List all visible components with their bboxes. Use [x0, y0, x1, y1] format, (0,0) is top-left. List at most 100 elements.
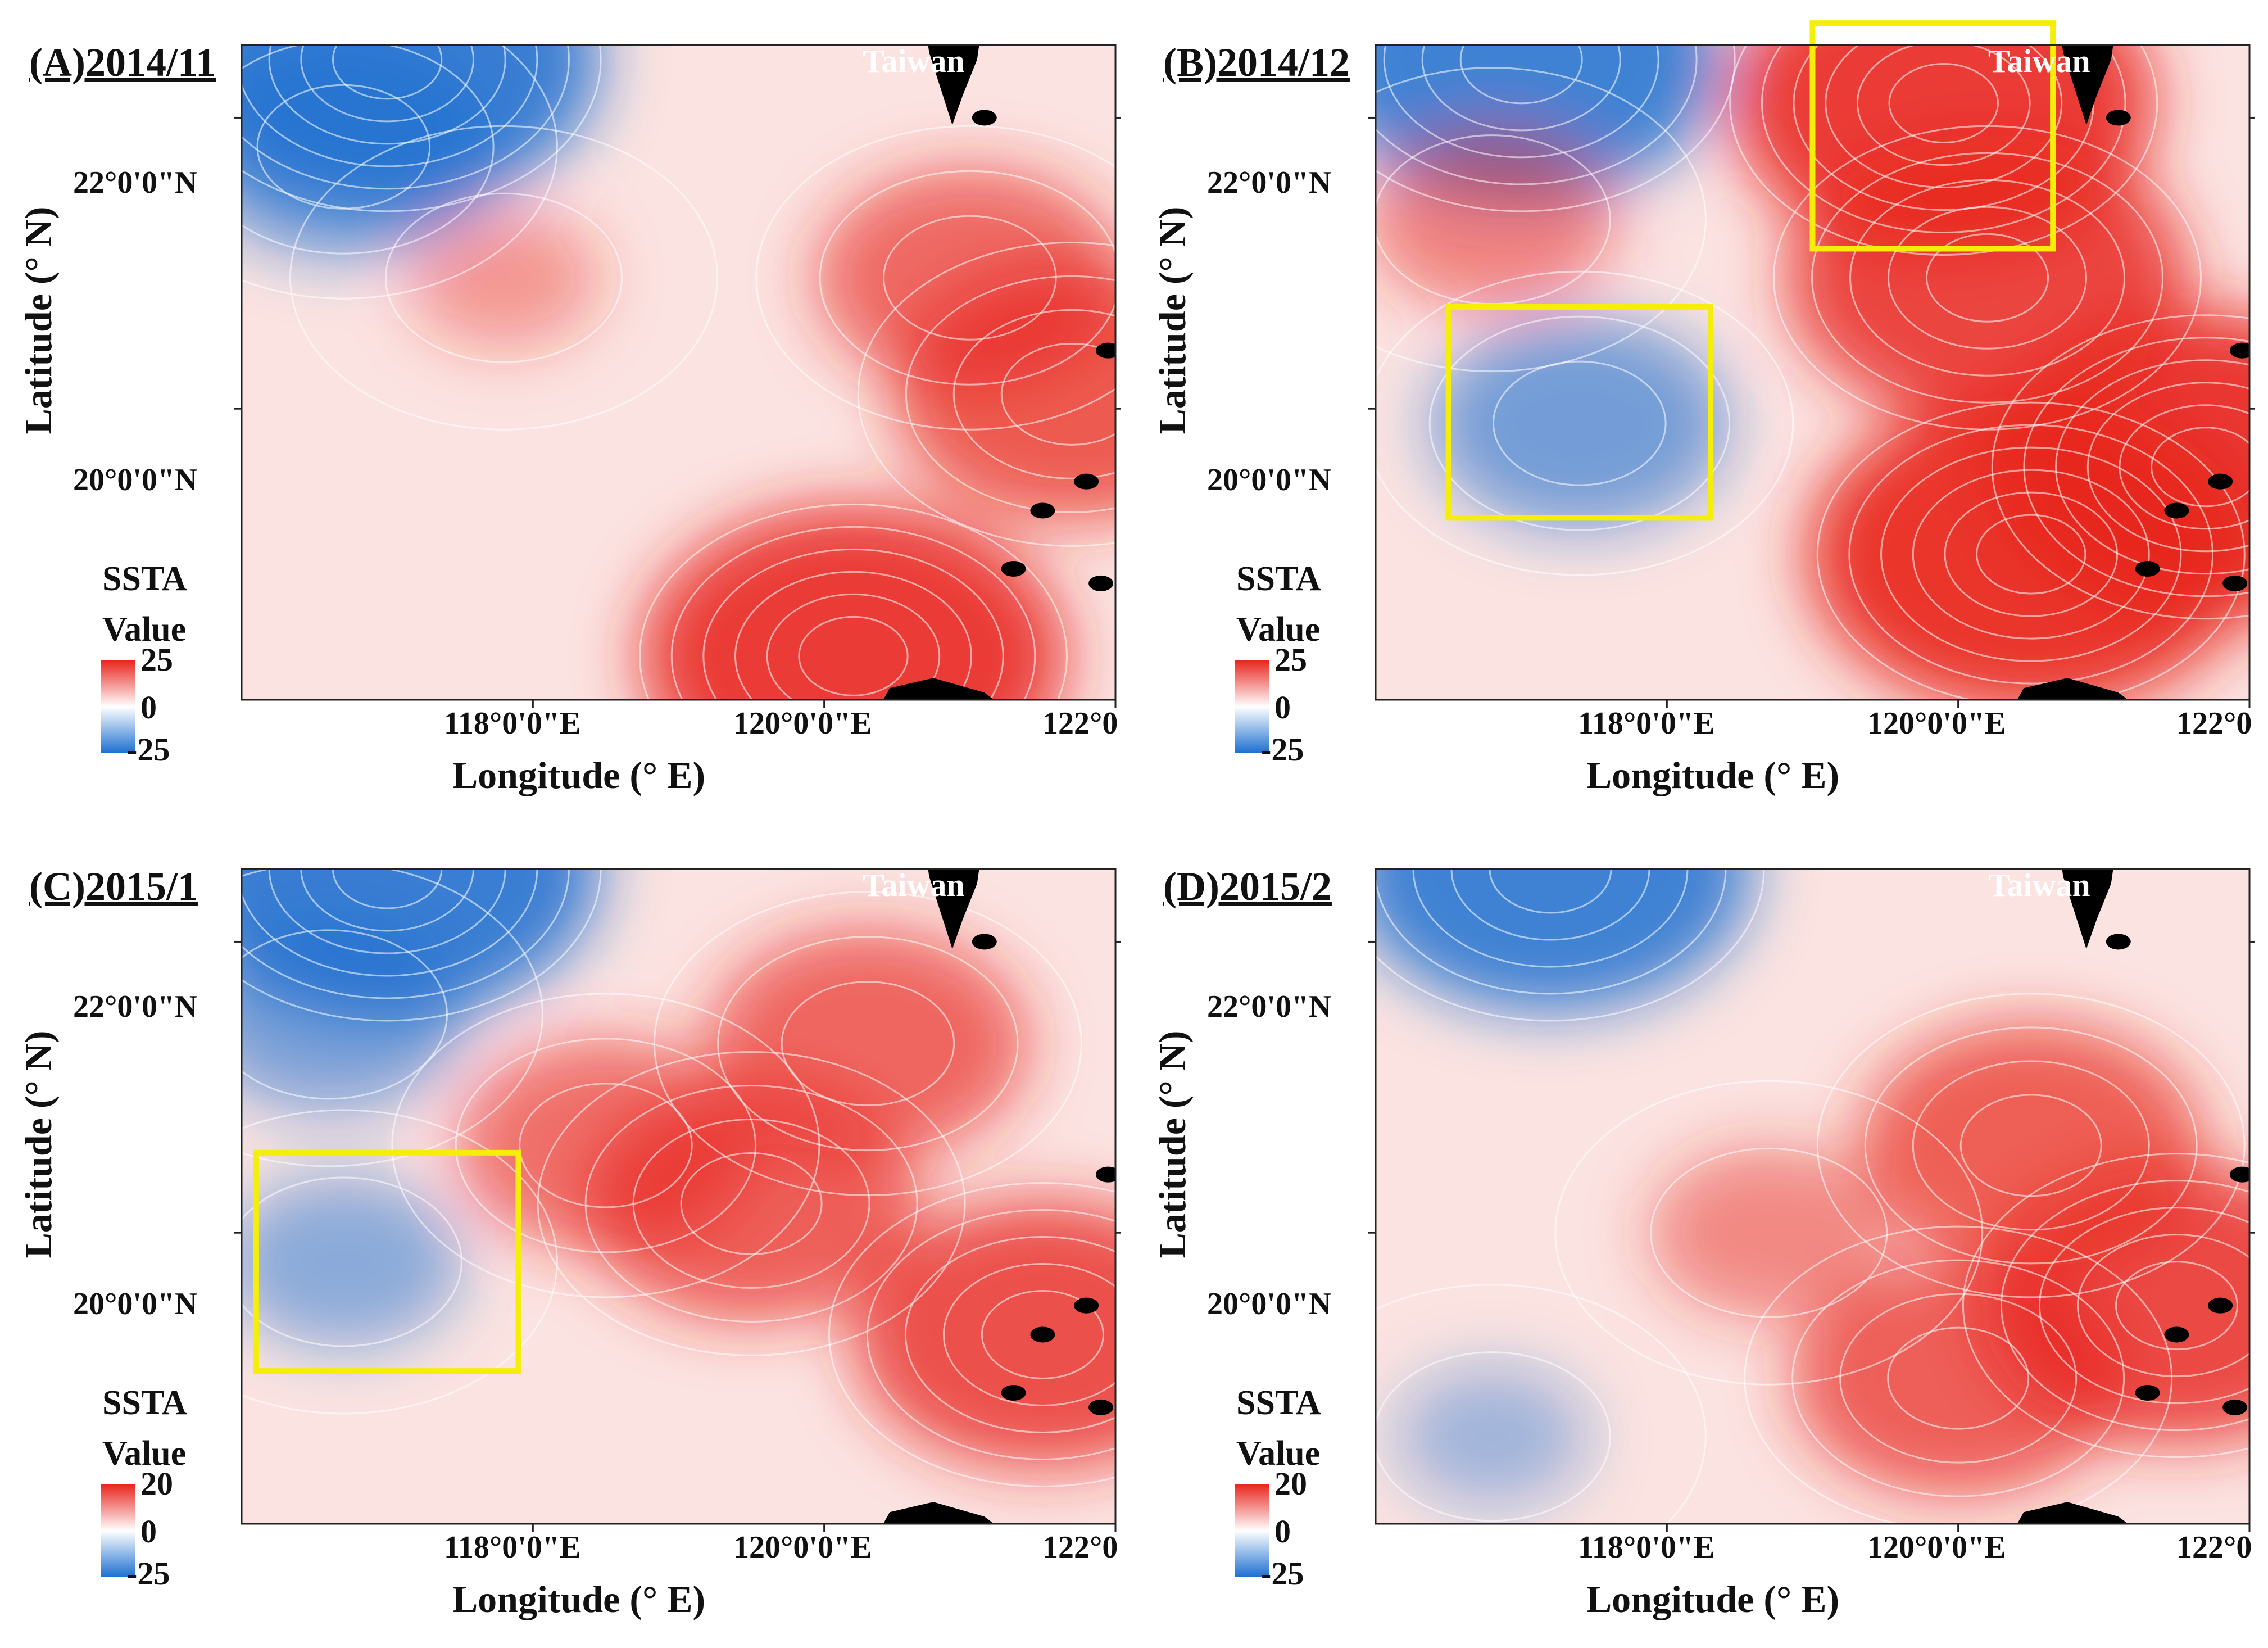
contour-line	[242, 1109, 558, 1415]
x-tick-label: 122°0	[1042, 706, 1118, 741]
contour-line	[300, 45, 474, 123]
contour-line	[702, 548, 1004, 700]
x-tick-label: 118°0'0"E	[1578, 1530, 1715, 1565]
contour-line	[2038, 1207, 2249, 1405]
legend-min: -25	[126, 1555, 170, 1592]
contour-line	[1825, 45, 2063, 189]
luzon-landmass	[2017, 1502, 2128, 1524]
map-frame	[241, 868, 1117, 1525]
island	[2135, 561, 2160, 577]
contour-line	[242, 929, 448, 1100]
contour-line	[1962, 1153, 2249, 1459]
legend-title: SSTA	[102, 560, 187, 598]
island	[2230, 1166, 2249, 1183]
contour-line	[857, 241, 1115, 547]
y-tick-label: 20°0'0"N	[73, 1287, 198, 1321]
legend-max: 20	[1274, 1465, 1307, 1502]
colorbar	[101, 660, 135, 753]
contour-line	[717, 936, 1019, 1152]
contour-line	[391, 993, 820, 1298]
panel-label: (D)2015/2	[1163, 864, 1332, 909]
island	[1074, 1297, 1099, 1314]
island	[1001, 1385, 1026, 1401]
panel-b: (B)2014/12 Taiwan Latitude (° N) 22°0'0"…	[1134, 0, 2268, 824]
contour-line	[1000, 342, 1115, 446]
x-tick-label: 120°0'0"E	[1867, 706, 2006, 741]
contour-line	[2023, 337, 2249, 597]
contour-line	[242, 45, 538, 167]
contour-line	[2151, 427, 2249, 508]
y-axis-label: Latitude (° N)	[17, 206, 60, 434]
contour-line	[734, 571, 972, 700]
contour-line	[1944, 491, 2119, 617]
island	[2208, 1297, 2233, 1314]
map-frame	[1375, 868, 2251, 1525]
anomaly-feature	[407, 207, 600, 348]
legend-mid: 0	[1274, 689, 1291, 726]
anomaly-feature	[242, 1175, 463, 1348]
contour-line	[1912, 1060, 2150, 1231]
contour-line	[242, 45, 558, 300]
island	[2208, 473, 2233, 490]
contour-line	[1888, 206, 2087, 350]
y-tick-label: 22°0'0"N	[73, 989, 198, 1024]
luzon-landmass	[883, 678, 994, 700]
island	[2230, 342, 2249, 359]
x-tick-label: 122°0	[2176, 706, 2252, 741]
contour-line	[332, 45, 443, 100]
anomaly-feature	[640, 505, 1067, 700]
legend-mid: 0	[140, 689, 157, 726]
contour-line	[242, 45, 570, 190]
island	[1096, 1166, 1115, 1183]
map-field	[242, 45, 1115, 700]
anomaly-feature	[1431, 316, 1729, 530]
contour-line	[1650, 1147, 1888, 1318]
legend-subtitle: Value	[1236, 610, 1321, 649]
legend-title: SSTA	[1236, 1384, 1321, 1422]
contour-line	[867, 1209, 1115, 1460]
luzon-landmass	[2017, 678, 2128, 700]
taiwan-landmass	[928, 45, 979, 125]
contour-line	[680, 1152, 823, 1255]
island	[972, 934, 997, 950]
contour-line	[242, 869, 543, 1167]
island	[1096, 342, 1115, 359]
x-tick-label: 118°0'0"E	[444, 706, 581, 741]
land-label: Taiwan	[1988, 867, 2090, 903]
map-frame	[241, 44, 1117, 701]
y-tick-label: 22°0'0"N	[1207, 165, 1332, 200]
contour-line	[1791, 1259, 2125, 1497]
contour-line	[1376, 1351, 1611, 1522]
island	[1088, 1399, 1114, 1415]
island	[2222, 575, 2248, 591]
contour-line	[1959, 1094, 2102, 1197]
panel-label: (A)2014/11	[29, 40, 216, 85]
contour-line	[1761, 45, 2126, 233]
contour-line	[1376, 45, 1698, 185]
contour-line	[639, 503, 1068, 700]
map-field	[1376, 45, 2249, 700]
highlight-box	[253, 1149, 521, 1374]
island	[2222, 1399, 2248, 1415]
legend-subtitle: Value	[102, 610, 187, 649]
contour-line	[1848, 424, 2214, 685]
contour-line	[1376, 45, 1736, 212]
anomaly-feature	[707, 929, 1028, 1158]
contour-line	[537, 1051, 966, 1356]
contour-line	[1887, 1326, 2030, 1430]
contour-line	[242, 869, 538, 977]
contour-line	[1849, 179, 2125, 377]
contour-line	[905, 275, 1115, 513]
contour-line	[942, 1262, 1115, 1406]
contour-line	[1376, 270, 1794, 576]
legend-subtitle: Value	[102, 1434, 187, 1473]
contour-line	[2115, 1261, 2238, 1351]
contour-line	[268, 45, 506, 145]
island	[2164, 502, 2189, 519]
island	[2135, 1385, 2160, 1401]
contour-line	[1744, 1225, 2173, 1524]
contour-line	[242, 1176, 462, 1347]
contour-line	[1450, 869, 1650, 941]
contour-line	[1864, 1026, 2198, 1265]
contour-line	[2076, 1234, 2249, 1378]
